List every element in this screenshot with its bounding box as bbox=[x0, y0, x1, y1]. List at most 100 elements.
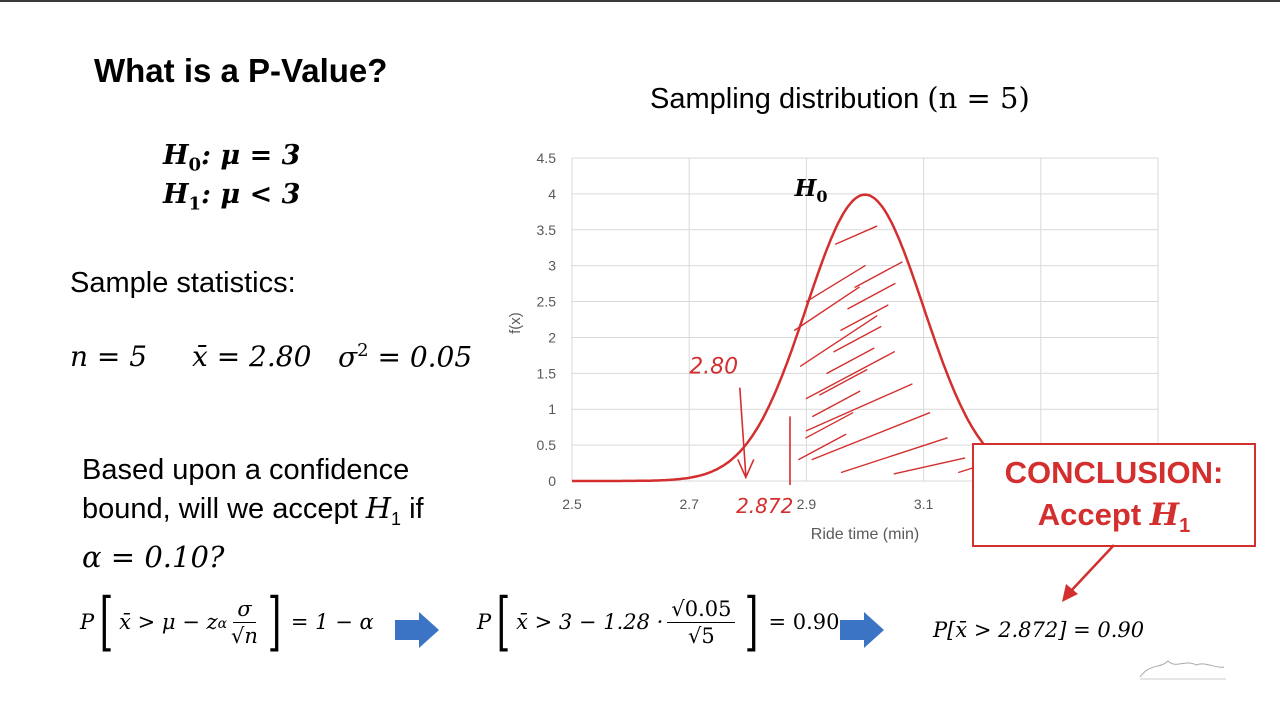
formula2-fraction: √0.05 √5 bbox=[667, 597, 736, 648]
question-line-1: Based upon a confidence bbox=[82, 454, 410, 486]
y-tick-label: 4 bbox=[548, 186, 556, 202]
y-tick-label: 1.5 bbox=[537, 365, 557, 381]
formula2-numerator: √0.05 bbox=[667, 597, 736, 623]
confidence-bound-handwritten-label: 2.872 bbox=[736, 494, 793, 518]
formula-result: P[x̄ > 2.872] = 0.90 bbox=[933, 618, 1145, 642]
question-line-2: bound, will we accept H1 if bbox=[82, 489, 424, 538]
observed-pointer-arrowhead bbox=[737, 459, 755, 480]
h0-curve-label: H0 bbox=[794, 175, 828, 206]
stat-xbar: x̄ = 2.80 bbox=[192, 340, 312, 373]
hatch-stroke bbox=[840, 304, 889, 331]
y-tick-label: 3 bbox=[548, 258, 556, 274]
formula2-left-bracket: [ bbox=[496, 585, 511, 659]
institution-logo bbox=[1139, 660, 1226, 680]
hatch-stroke bbox=[798, 433, 847, 461]
y-tick-label: 4.5 bbox=[537, 150, 557, 166]
question-line-3: α = 0.10? bbox=[82, 539, 225, 574]
y-tick-label: 0 bbox=[548, 473, 556, 489]
h1-subscript: 1 bbox=[188, 193, 202, 215]
x-tick-label: 2.5 bbox=[562, 496, 582, 512]
conclusion-statement: Accept H1 bbox=[974, 497, 1254, 538]
chart-title: Sampling distribution (n = 5) bbox=[650, 81, 1030, 116]
formula1-denominator: √n bbox=[231, 623, 258, 648]
hatch-stroke bbox=[811, 412, 931, 461]
top-border bbox=[0, 0, 1280, 2]
formula2-inner: x̄ > 3 − 1.28 · bbox=[516, 610, 664, 634]
formula-substituted: P [ x̄ > 3 − 1.28 · √0.05 √5 ] = 0.90 bbox=[477, 590, 839, 654]
hatch-stroke bbox=[833, 325, 882, 353]
h1-statement: : μ < 3 bbox=[201, 179, 301, 210]
sampling-distribution-chart: 0 0.5 1 1.5 2 2.5 3 3.5 4 4.5 2.5 2.7 2.9 3.1 Ride ti… bbox=[507, 150, 1159, 543]
conclusion-h-symbol: H bbox=[1149, 497, 1180, 533]
conclusion-accept: Accept bbox=[1037, 497, 1150, 532]
formula1-inner: x̄ > μ − z bbox=[119, 610, 218, 634]
chart-title-text: Sampling distribution bbox=[650, 83, 928, 115]
observed-pointer-line bbox=[739, 387, 747, 476]
hatch-stroke bbox=[854, 261, 903, 288]
formula1-fraction: σ √n bbox=[231, 597, 258, 648]
conclusion-heading: CONCLUSION: bbox=[1004, 455, 1224, 490]
hatch-stroke bbox=[805, 264, 866, 303]
h0-statement: : μ = 3 bbox=[201, 140, 301, 171]
x-tick-label: 2.9 bbox=[797, 496, 817, 512]
h1-symbol: H bbox=[163, 179, 189, 210]
question-text: Based upon a confidence bound, will we a… bbox=[82, 451, 424, 576]
sigma-exponent: 2 bbox=[357, 340, 369, 361]
hatch-stroke bbox=[819, 369, 868, 396]
y-tick-label: 2 bbox=[548, 329, 556, 345]
y-tick-label: 1 bbox=[548, 401, 556, 417]
formula1-alpha-sub: α bbox=[217, 616, 228, 632]
h0-symbol: H bbox=[163, 140, 189, 171]
conclusion-box: CONCLUSION: Accept H1 bbox=[972, 443, 1256, 547]
formula2-p: P bbox=[477, 610, 492, 634]
hatch-stroke bbox=[835, 225, 878, 245]
hatch-stroke bbox=[893, 457, 966, 475]
formula1-right-bracket: ] bbox=[267, 585, 282, 659]
chart-grid bbox=[571, 157, 1159, 482]
formula1-right: = 1 − α bbox=[290, 610, 374, 634]
hatch-stroke bbox=[805, 383, 913, 432]
y-tick-label: 2.5 bbox=[537, 294, 557, 310]
question-line-2b: if bbox=[401, 493, 424, 525]
formula2-right-bracket: ] bbox=[745, 585, 759, 659]
hatch-stroke bbox=[847, 282, 896, 310]
formula2-right: = 0.90 bbox=[768, 610, 840, 634]
right-arrow-icon-2 bbox=[840, 612, 884, 648]
hatch-stroke bbox=[812, 390, 861, 418]
sigma-symbol: σ bbox=[338, 340, 358, 374]
conclusion-h-subscript: 1 bbox=[1179, 515, 1191, 538]
slide-title: What is a P-Value? bbox=[94, 52, 388, 89]
chart-ticks: 0 0.5 1 1.5 2 2.5 3 3.5 4 4.5 2.5 2.7 2.9 3.1 bbox=[537, 150, 934, 512]
conclusion-pointer-arrow bbox=[1062, 544, 1115, 602]
stat-variance: σ2 = 0.05 bbox=[338, 340, 472, 373]
chart-title-math: (n = 5) bbox=[927, 81, 1030, 115]
shaded-region-hatching bbox=[793, 225, 989, 475]
hatch-stroke bbox=[840, 437, 948, 474]
formula1-numerator: σ bbox=[233, 597, 256, 623]
h0-subscript: 0 bbox=[188, 154, 202, 176]
stat-n: n = 5 bbox=[70, 340, 148, 373]
sample-statistics-label: Sample statistics: bbox=[70, 267, 296, 299]
question-h-symbol: H bbox=[365, 491, 392, 525]
y-tick-label: 0.5 bbox=[537, 437, 557, 453]
variance-value: = 0.05 bbox=[368, 340, 473, 374]
x-tick-label: 3.1 bbox=[914, 496, 934, 512]
formula1-left-bracket: [ bbox=[99, 585, 114, 659]
null-hypothesis: H0: μ = 3 bbox=[163, 140, 300, 175]
observed-mean-handwritten-label: 2.80 bbox=[689, 354, 738, 379]
formula2-denominator: √5 bbox=[688, 623, 715, 648]
hatch-stroke bbox=[799, 315, 878, 367]
alternative-hypothesis: H1: μ < 3 bbox=[163, 179, 300, 214]
y-axis-label: f(x) bbox=[507, 312, 524, 334]
y-tick-label: 3.5 bbox=[537, 222, 557, 238]
hatch-stroke bbox=[805, 412, 854, 439]
hatch-stroke bbox=[805, 351, 895, 400]
right-arrow-icon bbox=[395, 612, 439, 648]
hatch-stroke bbox=[826, 347, 875, 375]
hatch-stroke bbox=[793, 286, 860, 331]
question-h-subscript: 1 bbox=[391, 508, 402, 529]
formula1-p: P bbox=[80, 610, 95, 634]
question-line-2a: bound, will we accept bbox=[82, 493, 366, 525]
x-tick-label: 2.7 bbox=[679, 496, 699, 512]
